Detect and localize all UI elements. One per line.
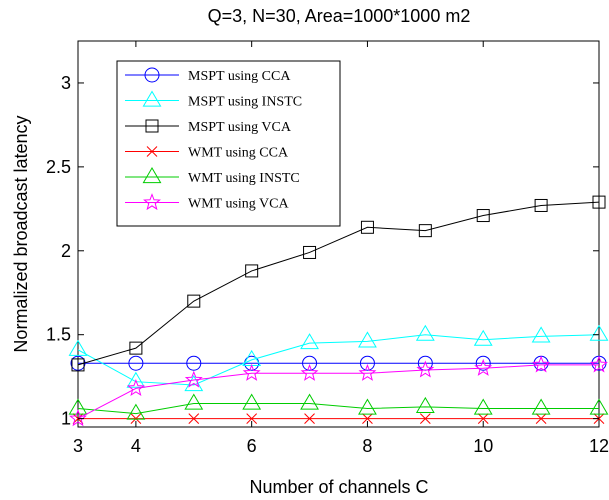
data-point (532, 355, 551, 373)
data-point (129, 341, 143, 355)
data-point (419, 413, 431, 424)
data-point (531, 326, 551, 343)
data-point (300, 363, 319, 381)
x-axis-title: Number of channels C (249, 477, 428, 497)
legend-marker (146, 146, 158, 157)
data-point (188, 413, 200, 424)
data-point (592, 195, 606, 209)
y-tick-label: 2.5 (46, 157, 71, 177)
data-point (473, 329, 493, 346)
y-tick-label: 2 (61, 241, 71, 261)
data-point (68, 339, 88, 356)
legend-item: WMT using CCA (125, 146, 289, 161)
y-tick-label: 3 (61, 73, 71, 93)
data-point (473, 398, 493, 415)
legend-label: WMT using INSTC (188, 171, 300, 186)
data-point (245, 264, 259, 278)
data-point (476, 209, 490, 223)
x-tick-label: 8 (362, 436, 372, 456)
data-point (418, 224, 432, 238)
legend: MSPT using CCA MSPT using INSTC MSPT using… (116, 60, 341, 227)
data-point (535, 413, 547, 424)
data-point (590, 355, 608, 373)
data-point (475, 355, 491, 371)
data-point (300, 333, 319, 350)
legend-box (116, 60, 341, 227)
data-point (474, 358, 493, 376)
y-axis-title: Normalized broadcast latency (11, 115, 31, 352)
data-point (534, 198, 548, 212)
data-point (415, 324, 435, 341)
data-point (302, 355, 318, 371)
data-point (126, 378, 145, 397)
data-point (184, 370, 203, 388)
series-line (77, 403, 599, 415)
legend-marker (142, 90, 162, 107)
data-point (130, 413, 142, 424)
x-tick-label: 3 (73, 436, 83, 456)
data-point (186, 355, 202, 371)
data-point (359, 355, 375, 371)
legend-marker (145, 119, 159, 133)
legend-item: WMT using VCA (125, 193, 289, 212)
data-point (246, 413, 258, 424)
legend-label: MSPT using CCA (188, 69, 291, 84)
y-tick-label: 1.5 (46, 325, 71, 345)
legend-item: MSPT using CCA (125, 67, 291, 84)
data-point (358, 398, 377, 415)
series-layer (68, 195, 609, 427)
data-point (304, 413, 315, 424)
data-point (303, 245, 317, 259)
series-line (77, 201, 600, 366)
data-point (242, 393, 262, 410)
series-wmt-using-vca (69, 355, 608, 427)
series-wmt-using-instc (68, 393, 609, 420)
x-tick-label: 6 (247, 436, 257, 456)
data-point (358, 331, 377, 348)
data-point (242, 363, 261, 381)
data-point (415, 396, 435, 413)
data-point (126, 371, 146, 388)
legend-label: MSPT using VCA (188, 120, 292, 135)
data-point (416, 360, 435, 378)
data-point (128, 355, 144, 371)
legend-label: WMT using VCA (188, 197, 289, 212)
series-line (77, 334, 600, 386)
x-tick-label: 10 (473, 436, 493, 456)
data-point (69, 409, 87, 427)
y-tick-label: 1 (61, 409, 71, 429)
legend-marker (142, 167, 162, 184)
legend-item: WMT using INSTC (125, 167, 300, 186)
x-tick-label: 4 (131, 436, 141, 456)
data-point (68, 398, 88, 415)
data-point (531, 398, 551, 415)
legend-item: MSPT using VCA (125, 119, 292, 135)
legend-marker (143, 193, 161, 211)
data-point (187, 294, 201, 308)
legend-item: MSPT using INSTC (125, 90, 302, 110)
data-point (589, 324, 609, 341)
data-point (589, 398, 609, 415)
series-wmt-using-cca (72, 413, 605, 424)
data-point (358, 363, 377, 381)
data-point (360, 220, 374, 234)
legend-marker (144, 67, 160, 83)
series-mspt-using-vca (71, 195, 606, 372)
chart-title: Q=3, N=30, Area=1000*1000 m2 (208, 6, 471, 26)
x-tick-label: 12 (589, 436, 609, 456)
data-point (126, 403, 146, 420)
data-point (300, 393, 319, 410)
data-point (71, 358, 85, 372)
data-point (184, 393, 204, 410)
data-point (362, 413, 373, 424)
legend-label: WMT using CCA (188, 146, 289, 161)
series-line (77, 364, 599, 420)
legend-label: MSPT using INSTC (188, 95, 302, 110)
data-point (477, 413, 489, 424)
